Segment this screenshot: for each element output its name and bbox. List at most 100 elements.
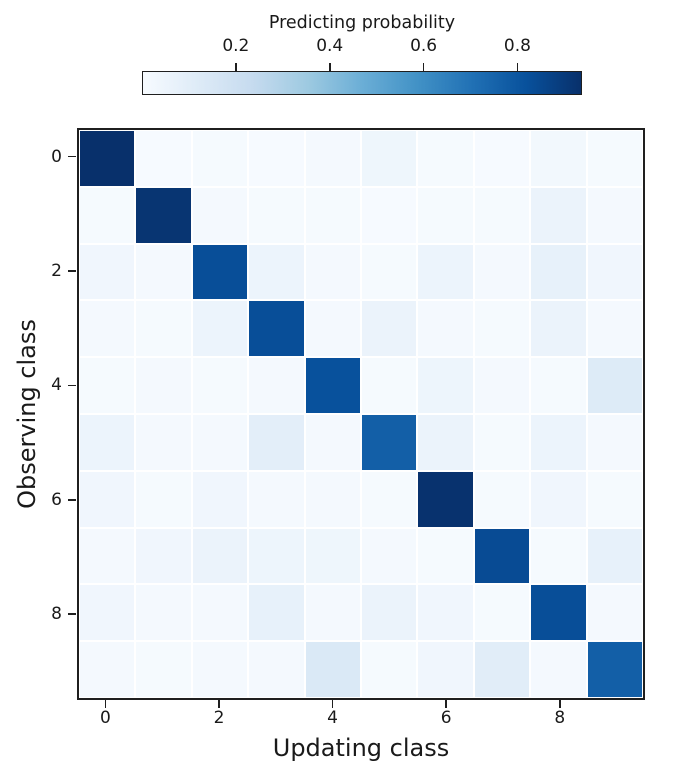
heatmap-cell-r2-c8 [531, 244, 586, 300]
heatmap-cell-r6-c7 [474, 471, 530, 527]
heatmap-cell-r3-c3 [249, 301, 304, 357]
x-tick-label: 4 [327, 708, 338, 728]
heatmap-cell-r9-c1 [136, 642, 191, 697]
heatmap-cell-r8-c9 [587, 585, 642, 641]
heatmap-cell-r5-c6 [418, 414, 473, 470]
heatmap-cell-r7-c8 [531, 528, 586, 584]
colorbar-title: Predicting probability [268, 13, 456, 33]
heatmap-cell-r5-c4 [305, 414, 360, 470]
heatmap-cell-r9-c8 [531, 642, 586, 697]
heatmap-cell-r3-c4 [305, 301, 360, 357]
heatmap-cell-r1-c1 [136, 187, 191, 243]
heatmap-cell-r9-c6 [418, 642, 473, 697]
y-tick-mark [68, 384, 76, 387]
heatmap-grid [77, 128, 645, 700]
y-tick-label: 4 [51, 375, 62, 396]
heatmap-cell-r5-c5 [362, 414, 417, 470]
x-tick-mark [331, 700, 334, 708]
colorbar-tick-mark [328, 63, 331, 71]
heatmap-cell-r1-c0 [80, 187, 135, 243]
heatmap-cell-r7-c5 [362, 528, 417, 584]
heatmap-cell-r7-c7 [474, 528, 530, 584]
heatmap-cell-r3-c6 [418, 301, 473, 357]
colorbar-tick-label: 0.8 [503, 36, 531, 56]
heatmap-cell-r1-c6 [418, 187, 473, 243]
heatmap-cell-r0-c0 [80, 131, 135, 186]
heatmap-cell-r4-c4 [305, 358, 360, 413]
heatmap-cell-r9-c4 [305, 642, 360, 697]
heatmap-cell-r5-c9 [587, 414, 642, 470]
heatmap-cell-r5-c2 [192, 414, 248, 470]
heatmap-cell-r9-c9 [587, 642, 642, 697]
heatmap-cell-r1-c3 [249, 187, 304, 243]
heatmap-cell-r7-c4 [305, 528, 360, 584]
heatmap-cell-r4-c2 [192, 358, 248, 413]
y-tick-mark [68, 155, 76, 158]
x-tick-mark [104, 700, 107, 708]
x-tick-mark [218, 700, 220, 708]
heatmap-cell-r5-c8 [531, 414, 586, 470]
heatmap-cell-r7-c0 [80, 528, 135, 584]
heatmap-cell-r8-c0 [80, 585, 135, 641]
heatmap-cell-r6-c8 [531, 471, 586, 527]
y-tick-label: 0 [51, 146, 62, 167]
heatmap-cell-r0-c6 [418, 131, 473, 186]
colorbar-tick-label: 0.4 [316, 36, 344, 56]
heatmap-cell-r6-c9 [587, 471, 642, 527]
heatmap-cell-r2-c6 [418, 244, 473, 300]
heatmap-cell-r4-c3 [249, 358, 304, 413]
y-tick-label: 2 [51, 261, 62, 281]
heatmap-cell-r8-c6 [418, 585, 473, 641]
heatmap-cell-r4-c8 [531, 358, 586, 413]
heatmap-cell-r3-c1 [136, 301, 191, 357]
heatmap-cell-r3-c2 [192, 301, 248, 357]
x-tick-label: 0 [99, 708, 111, 728]
heatmap-cell-r3-c9 [587, 301, 642, 357]
heatmap-cell-r7-c3 [249, 528, 304, 584]
heatmap-cell-r8-c2 [192, 585, 248, 641]
heatmap-cell-r1-c7 [474, 187, 530, 243]
heatmap-cell-r7-c6 [418, 528, 473, 584]
heatmap-cell-r4-c0 [80, 358, 135, 413]
heatmap-cell-r2-c2 [192, 244, 248, 300]
x-tick-mark [445, 700, 448, 708]
y-tick-label: 6 [51, 489, 62, 510]
heatmap-cell-r6-c1 [136, 471, 191, 527]
x-tick-label: 6 [440, 708, 452, 728]
heatmap-cell-r9-c0 [80, 642, 135, 697]
heatmap-cell-r3-c7 [474, 301, 530, 357]
heatmap-cell-r1-c8 [531, 187, 586, 243]
heatmap-cell-r4-c9 [587, 358, 642, 413]
heatmap-cell-r1-c4 [305, 187, 360, 243]
heatmap-cell-r9-c3 [249, 642, 304, 697]
heatmap-cell-r8-c3 [249, 585, 304, 641]
y-tick-mark [68, 270, 76, 272]
heatmap-cell-r2-c5 [362, 244, 417, 300]
colorbar-tick-label: 0.6 [410, 36, 438, 56]
heatmap-cell-r0-c3 [249, 131, 304, 186]
heatmap-cell-r7-c2 [192, 528, 248, 584]
heatmap-cell-r8-c1 [136, 585, 191, 641]
x-tick-label: 8 [554, 708, 566, 728]
heatmap-cell-r8-c4 [305, 585, 360, 641]
colorbar-tick-mark [516, 63, 519, 71]
y-tick-label: 8 [51, 604, 62, 625]
heatmap-cell-r5-c7 [474, 414, 530, 470]
heatmap-cell-r1-c5 [362, 187, 417, 243]
heatmap-cell-r3-c5 [362, 301, 417, 357]
heatmap-cell-r8-c7 [474, 585, 530, 641]
heatmap-cell-r9-c7 [474, 642, 530, 697]
y-tick-mark [68, 613, 76, 616]
heatmap-cell-r2-c0 [80, 244, 135, 300]
heatmap-cell-r7-c9 [587, 528, 642, 584]
heatmap-cell-r2-c3 [249, 244, 304, 300]
heatmap-cell-r9-c5 [362, 642, 417, 697]
heatmap-cell-r9-c2 [192, 642, 248, 697]
heatmap-cell-r0-c1 [136, 131, 191, 186]
heatmap-cell-r2-c9 [587, 244, 642, 300]
heatmap-cell-r5-c3 [249, 414, 304, 470]
heatmap-cell-r0-c7 [474, 131, 530, 186]
heatmap-cell-r0-c9 [587, 131, 642, 186]
heatmap-cell-r4-c1 [136, 358, 191, 413]
